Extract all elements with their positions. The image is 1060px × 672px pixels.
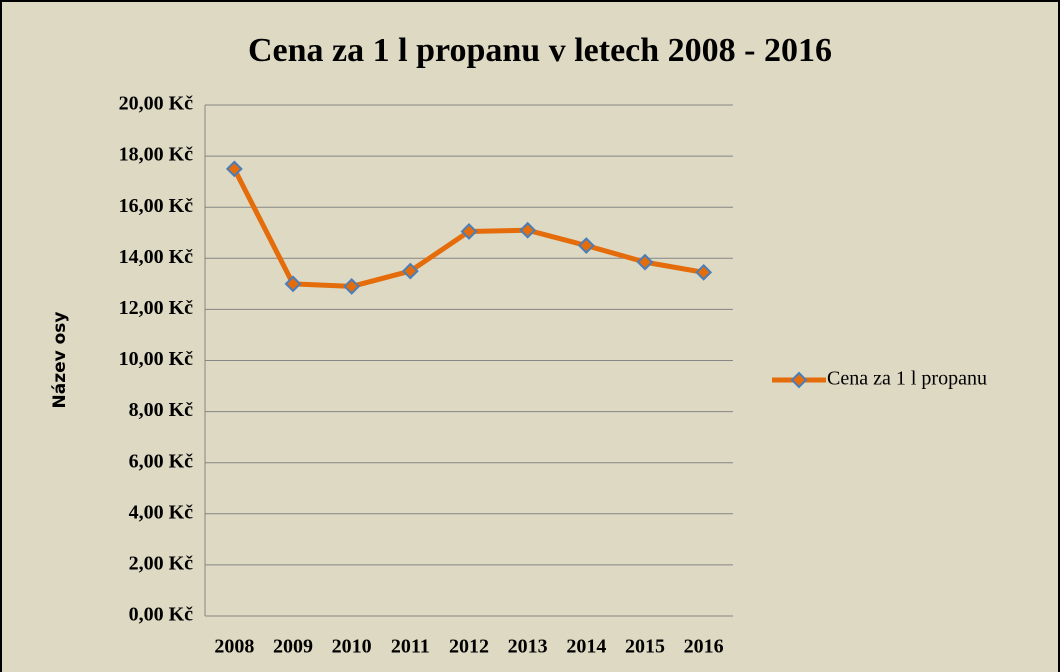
y-tick-label: 12,00 Kč bbox=[119, 297, 194, 319]
y-tick-label: 14,00 Kč bbox=[119, 246, 194, 268]
y-tick-label: 10,00 Kč bbox=[119, 348, 194, 370]
x-tick-label: 2012 bbox=[449, 636, 489, 658]
x-tick-label: 2016 bbox=[684, 636, 724, 658]
x-tick-label: 2015 bbox=[625, 636, 665, 658]
legend-label: Cena za 1 l propanu bbox=[827, 368, 987, 390]
y-tick-label: 4,00 Kč bbox=[129, 501, 194, 523]
x-tick-label: 2009 bbox=[273, 636, 313, 658]
data-point bbox=[225, 160, 243, 178]
legend-marker bbox=[790, 371, 808, 389]
data-point bbox=[695, 263, 713, 281]
chart-title: Cena za 1 l propanu v letech 2008 - 2016 bbox=[248, 32, 832, 69]
y-axis-title: Název osy bbox=[50, 311, 70, 408]
y-tick-label: 0,00 Kč bbox=[129, 604, 194, 626]
data-point bbox=[343, 277, 361, 295]
x-tick-label: 2013 bbox=[508, 636, 548, 658]
y-tick-label: 8,00 Kč bbox=[129, 399, 194, 421]
data-point bbox=[284, 275, 302, 293]
x-tick-label: 2014 bbox=[566, 636, 606, 658]
y-tick-label: 6,00 Kč bbox=[129, 450, 194, 472]
data-point bbox=[401, 262, 419, 280]
y-tick-label: 18,00 Kč bbox=[119, 144, 194, 166]
y-tick-label: 16,00 Kč bbox=[119, 195, 194, 217]
data-point bbox=[519, 221, 537, 239]
x-tick-label: 2011 bbox=[391, 636, 430, 658]
data-point bbox=[460, 223, 478, 240]
y-tick-label: 2,00 Kč bbox=[129, 552, 194, 574]
y-tick-label: 20,00 Kč bbox=[119, 93, 194, 115]
data-point bbox=[577, 237, 595, 254]
x-tick-label: 2008 bbox=[214, 636, 254, 658]
data-point bbox=[636, 253, 654, 271]
x-tick-label: 2010 bbox=[332, 636, 372, 658]
